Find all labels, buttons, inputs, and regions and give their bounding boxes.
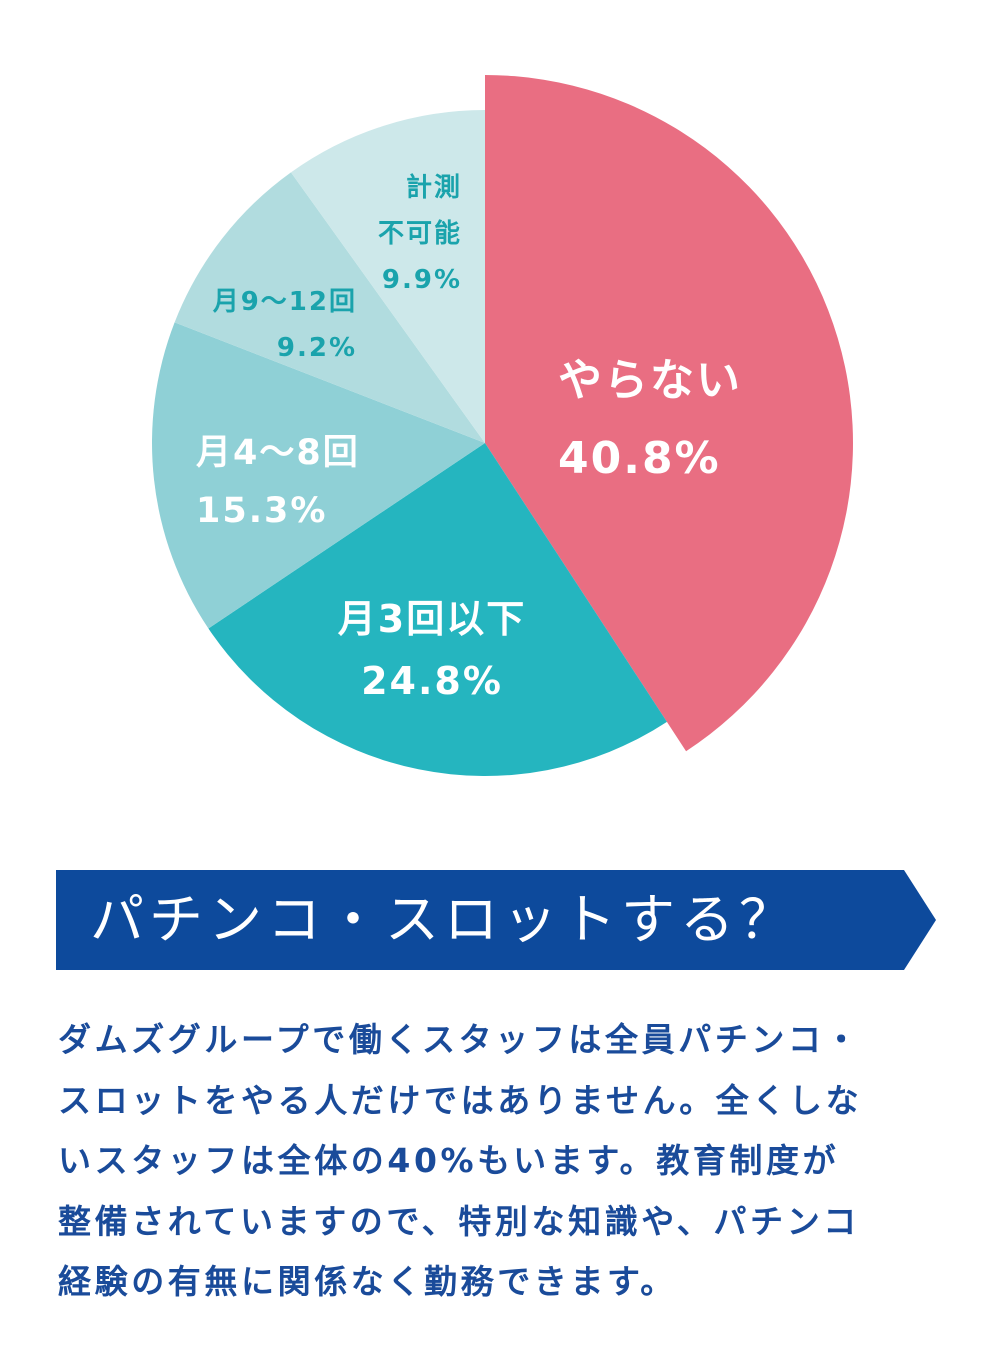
pie-slice — [485, 75, 853, 752]
pie-slice — [151, 322, 486, 629]
pie-slice — [208, 443, 667, 777]
slice-label: 9.2% — [277, 333, 357, 363]
pie-slice — [290, 110, 485, 443]
slice-label: 40.8% — [558, 433, 721, 484]
banner-arrow-shape — [56, 870, 936, 970]
description-line: 経験の有無に関係なく勤務できます。 — [58, 1262, 677, 1301]
description-line: いスタッフは全体の40%もいます。教育制度が — [58, 1141, 840, 1180]
slice-label: やらない — [558, 355, 742, 406]
description-line: 整備されていますので、特別な知識や、パチンコ — [58, 1201, 860, 1241]
title-banner: パチンコ・スロットする？ — [56, 870, 936, 970]
slice-label: 月4〜8回 — [196, 433, 360, 473]
slice-label: 9.9% — [382, 265, 462, 295]
slice-label: 15.3% — [196, 491, 327, 531]
description-line: スロットをやる人だけではありません。全くしな — [58, 1080, 863, 1120]
pie-slice — [174, 172, 485, 443]
slice-label: 24.8% — [361, 659, 503, 703]
slice-label: 月3回以下 — [338, 597, 526, 641]
description-line: ダムズグループで働くスタッフは全員パチンコ・ — [58, 1020, 862, 1059]
slice-label: 計測 — [406, 172, 462, 203]
description-text: ダムズグループで働くスタッフは全員パチンコ・ スロットをやる人だけではありません… — [58, 1010, 958, 1313]
slice-label: 不可能 — [378, 218, 462, 249]
banner-title: パチンコ・スロットする？ — [90, 888, 798, 951]
slice-label: 月9〜12回 — [212, 287, 357, 317]
pie-chart: やらない 40.8% 月3回以下 24.8% 月4〜8回 15.3% 月9〜12回 9.2% 計… — [151, 75, 853, 777]
